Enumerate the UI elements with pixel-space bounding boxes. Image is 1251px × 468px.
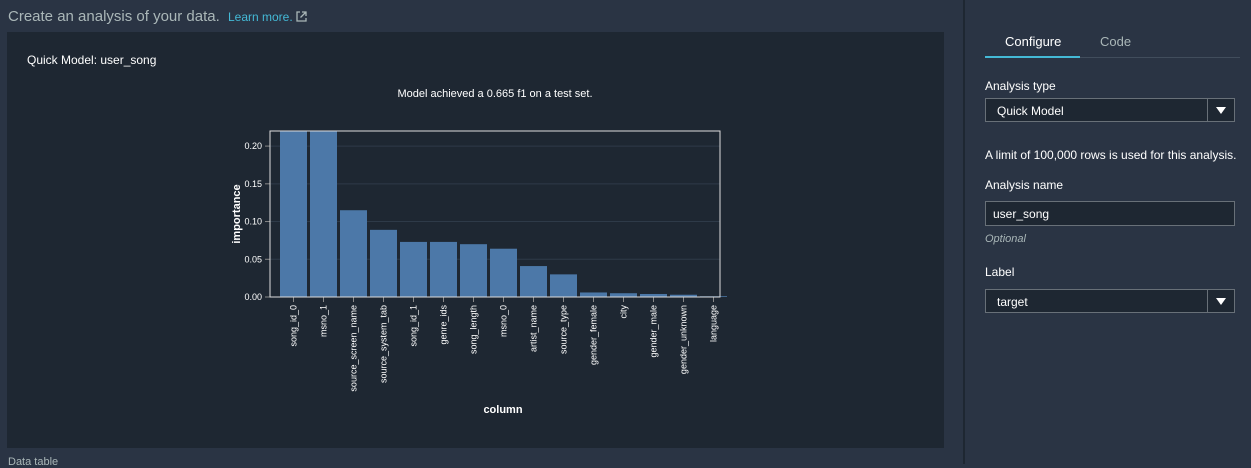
analysis-name-input[interactable] (985, 201, 1235, 226)
x-tick-label: msno_0 (499, 305, 509, 337)
y-tick-label: 0.10 (244, 217, 262, 227)
panel-title: Quick Model: user_song (27, 53, 157, 67)
y-tick-label: 0.05 (244, 254, 262, 264)
label-value: target (997, 295, 1028, 309)
active-tab-indicator (985, 56, 1080, 58)
plot-frame (269, 130, 721, 298)
x-tick-label: artist_name (529, 305, 539, 352)
tab-separator (1080, 57, 1240, 58)
analysis-type-value: Quick Model (997, 104, 1064, 118)
row-limit-note: A limit of 100,000 rows is used for this… (985, 148, 1237, 162)
analysis-type-dropdown-button[interactable] (1207, 99, 1234, 121)
bar-source_screen_name (340, 210, 367, 297)
y-tick-label: 0.15 (244, 179, 262, 189)
data-table-label: Data table (8, 456, 59, 468)
analysis-panel: Quick Model: user_song 0.00 0.05 0.10 0.15 0… (7, 32, 944, 448)
bar-song_id_1 (400, 241, 427, 297)
bar-gender_unknown (670, 294, 697, 297)
bar-genre_ids (430, 241, 457, 297)
bar-gender_male (640, 293, 667, 297)
learn-more-label: Learn more. (227, 10, 293, 24)
x-tick-label: msno_1 (319, 305, 329, 337)
x-tick-label: gender_male (649, 305, 659, 358)
caret-down-icon (1216, 107, 1226, 114)
analysis-type-label: Analysis type (985, 79, 1056, 93)
page-heading: Create an analysis of your data. Learn m… (8, 8, 308, 25)
bar-source_system_tab (370, 229, 397, 297)
x-tick-label: song_id_1 (409, 305, 419, 347)
side-panel: Configure Code Analysis type Quick Model… (965, 0, 1251, 464)
x-axis-label: column (483, 404, 522, 416)
caret-down-icon (1216, 298, 1226, 305)
bar-song_id_0 (280, 131, 307, 297)
label-dropdown-button[interactable] (1207, 290, 1234, 312)
x-tick-label: source_screen_name (349, 305, 359, 392)
x-tick-label: song_id_0 (289, 305, 299, 347)
label-select[interactable]: target (985, 289, 1235, 313)
y-axis-label: importance (231, 184, 243, 243)
analysis-name-label: Analysis name (985, 178, 1064, 192)
learn-more-link[interactable]: Learn more. (228, 10, 308, 24)
x-tick-label: genre_ids (439, 305, 449, 345)
external-link-icon (296, 11, 307, 22)
chart-title: Model achieved a 0.665 f1 on a test set. (397, 88, 592, 100)
feature-importance-chart: 0.00 0.05 0.10 0.15 0.20 song_id_0 msno_1 sourc… (231, 88, 727, 416)
bar-msno_1 (310, 131, 337, 297)
bar-msno_0 (490, 248, 517, 297)
label-field-label: Label (985, 265, 1015, 279)
page-title: Create an analysis of your data. (8, 8, 220, 25)
bar-source_type (550, 274, 577, 297)
bar-city (610, 293, 637, 297)
x-tick-label: city (619, 305, 629, 319)
x-tick-label: language (709, 305, 719, 342)
optional-hint: Optional (985, 233, 1026, 245)
x-tick-label: source_system_tab (379, 305, 389, 383)
y-tick-label: 0.20 (244, 141, 262, 151)
tab-code[interactable]: Code (1100, 34, 1132, 49)
tab-configure[interactable]: Configure (1005, 34, 1062, 49)
bar-gender_female (580, 292, 607, 297)
panel-divider (963, 0, 965, 464)
y-tick-label: 0.00 (244, 292, 262, 302)
x-tick-label: gender_female (589, 305, 599, 365)
analysis-type-select[interactable]: Quick Model (985, 98, 1235, 122)
x-tick-label: song_length (469, 305, 479, 354)
bar-song_length (460, 244, 487, 297)
x-tick-label: source_type (559, 305, 569, 354)
main-area: Create an analysis of your data. Learn m… (7, 8, 944, 468)
bar-artist_name (520, 266, 547, 297)
x-tick-label: gender_unknown (679, 305, 689, 374)
